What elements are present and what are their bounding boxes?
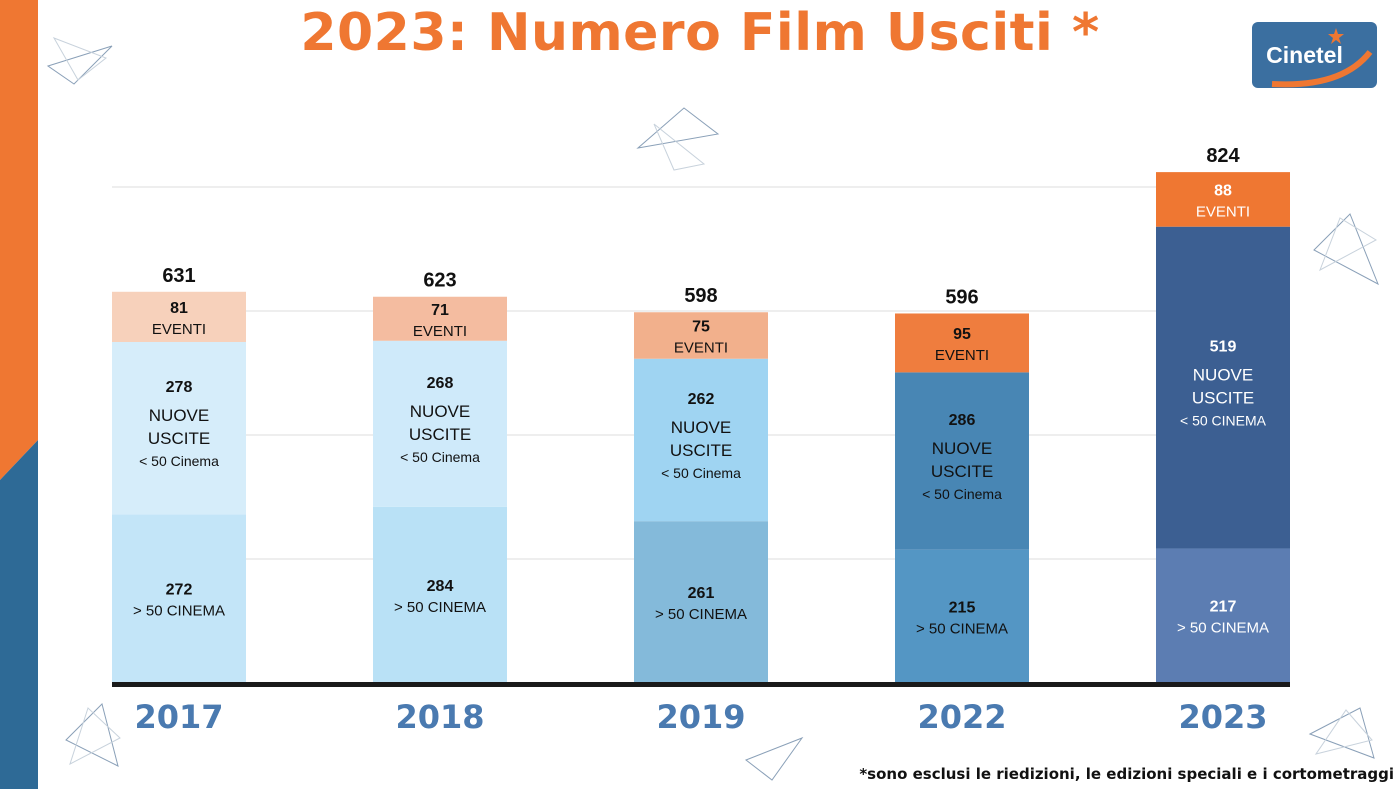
bar-segment-nuove-2017: [112, 342, 246, 515]
segment-category-label: EVENTI: [152, 321, 206, 338]
cinetel-logo: Cinetel: [1252, 22, 1377, 92]
bar-segment-nuove-2022: [895, 372, 1029, 550]
segment-value-label: 88: [1214, 182, 1232, 199]
bar-total-label: 596: [945, 286, 978, 308]
segment-category-label: NUOVE: [410, 402, 470, 421]
bar-segment-over50-2019: [634, 521, 768, 683]
segment-category-label: EVENTI: [674, 339, 728, 356]
segment-value-label: 519: [1210, 339, 1237, 356]
bar-segment-nuove-2019: [634, 358, 768, 522]
left-decorative-stripe: [0, 0, 38, 789]
segment-category-label: > 50 CINEMA: [394, 599, 486, 616]
bar-total-label: 623: [423, 270, 456, 292]
segment-category-label: > 50 CINEMA: [133, 603, 225, 620]
segment-category-label: EVENTI: [935, 347, 989, 364]
segment-value-label: 272: [166, 582, 193, 599]
segment-category-label: < 50 Cinema: [661, 465, 741, 481]
triangle-ornament-icon: [65, 703, 121, 767]
segment-value-label: 71: [431, 302, 449, 319]
x-axis-baseline: [112, 682, 1290, 687]
segment-value-label: 278: [166, 379, 193, 396]
bar-total-label: 824: [1206, 145, 1240, 167]
segment-category-label: EVENTI: [413, 323, 467, 340]
footnote: *sono esclusi le riedizioni, le edizioni…: [859, 765, 1394, 783]
segment-category-label: USCITE: [931, 462, 993, 481]
segment-value-label: 261: [688, 585, 715, 602]
year-tick-label: 2018: [395, 698, 484, 736]
segment-category-label: NUOVE: [932, 439, 992, 458]
segment-category-label: NUOVE: [149, 406, 209, 425]
bar-segment-over50-2023: [1156, 548, 1290, 683]
segment-category-label: USCITE: [1192, 389, 1254, 408]
segment-value-label: 81: [170, 300, 188, 317]
bar-segment-over50-2018: [373, 506, 507, 683]
segment-category-label: > 50 CINEMA: [655, 606, 747, 623]
bar-segment-nuove-2018: [373, 340, 507, 507]
triangle-ornament-icon: [46, 37, 113, 85]
bar-segment-eventi-2018: [373, 296, 507, 341]
logo-text: Cinetel: [1266, 42, 1343, 68]
segment-value-label: 262: [688, 391, 715, 408]
segment-value-label: 217: [1210, 599, 1237, 616]
segment-category-label: USCITE: [670, 441, 732, 460]
page-title: 2023: Numero Film Usciti *: [300, 3, 1100, 63]
segment-category-label: EVENTI: [1196, 203, 1250, 220]
segment-category-label: USCITE: [409, 425, 471, 444]
segment-category-label: < 50 CINEMA: [1180, 413, 1267, 429]
triangle-ornament-icon: [1313, 213, 1379, 286]
bar-segment-eventi-2019: [634, 312, 768, 359]
bar-segment-nuove-2023: [1156, 226, 1290, 549]
segment-value-label: 286: [949, 412, 976, 429]
triangle-ornament-icon: [1308, 707, 1375, 759]
segment-value-label: 268: [427, 375, 454, 392]
segment-value-label: 215: [949, 599, 976, 616]
bar-segment-over50-2022: [895, 549, 1029, 683]
segment-category-label: NUOVE: [671, 418, 731, 437]
segment-category-label: < 50 Cinema: [139, 453, 219, 469]
year-tick-label: 2019: [656, 698, 745, 736]
bar-segment-over50-2017: [112, 514, 246, 683]
segment-category-label: > 50 CINEMA: [916, 620, 1008, 637]
segment-category-label: NUOVE: [1193, 366, 1253, 385]
segment-category-label: < 50 Cinema: [922, 486, 1002, 502]
segment-category-label: USCITE: [148, 429, 210, 448]
year-tick-label: 2023: [1178, 698, 1267, 736]
year-tick-label: 2022: [917, 698, 1006, 736]
triangle-ornament-icon: [744, 736, 804, 781]
bar-total-label: 598: [684, 285, 717, 307]
bar-segment-eventi-2017: [112, 291, 246, 342]
segment-value-label: 95: [953, 326, 971, 343]
triangle-ornament-icon: [636, 107, 720, 171]
segment-category-label: > 50 CINEMA: [1177, 620, 1269, 637]
year-tick-label: 2017: [134, 698, 223, 736]
bar-segment-eventi-2022: [895, 313, 1029, 373]
bar-total-label: 631: [162, 265, 195, 287]
segment-value-label: 75: [692, 318, 710, 335]
segment-value-label: 284: [427, 578, 454, 595]
segment-category-label: < 50 Cinema: [400, 449, 480, 465]
bar-segment-eventi-2023: [1156, 172, 1290, 227]
